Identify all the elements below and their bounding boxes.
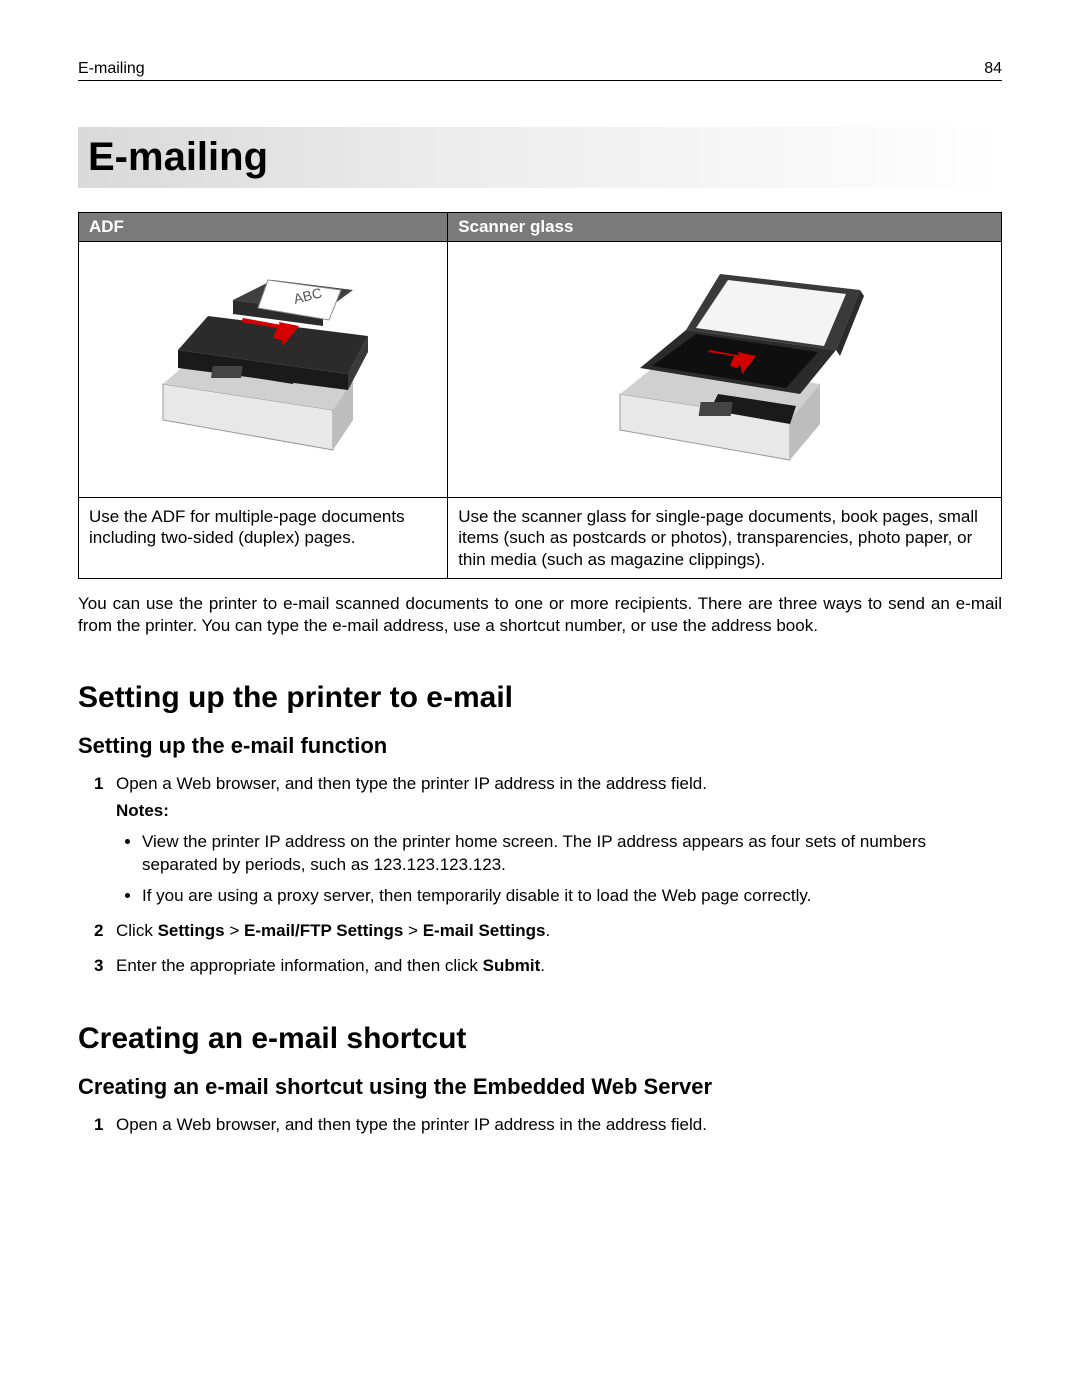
step-text-bold: E-mail/FTP Settings bbox=[244, 921, 403, 940]
subsection-setting-up-email-function: Setting up the e-mail function bbox=[78, 733, 1002, 759]
step-text-part: . bbox=[546, 921, 551, 940]
section-setting-up-printer: Setting up the printer to e-mail bbox=[78, 681, 1002, 715]
table-header-adf: ADF bbox=[79, 213, 448, 242]
running-header: E-mailing 84 bbox=[78, 60, 1002, 81]
step-text-bold: E-mail Settings bbox=[423, 921, 546, 940]
step-text: Open a Web browser, and then type the pr… bbox=[116, 1115, 707, 1134]
scanner-glass-illustration-cell bbox=[448, 242, 1002, 498]
step-text-part: Enter the appropriate information, and t… bbox=[116, 956, 483, 975]
step-item: Open a Web browser, and then type the pr… bbox=[94, 1114, 1002, 1137]
step-text-part: Click bbox=[116, 921, 158, 940]
scanner-glass-caption: Use the scanner glass for single-page do… bbox=[448, 498, 1002, 579]
step-text-part: > bbox=[225, 921, 244, 940]
printer-adf-icon: ABC bbox=[123, 250, 403, 480]
header-page-number: 84 bbox=[984, 60, 1002, 78]
step-text-part: . bbox=[540, 956, 545, 975]
notes-list: View the printer IP address on the print… bbox=[142, 831, 1002, 908]
section-creating-shortcut: Creating an e-mail shortcut bbox=[78, 1022, 1002, 1056]
chapter-title: E-mailing bbox=[78, 127, 1002, 188]
notes-label: Notes: bbox=[116, 800, 1002, 823]
steps-shortcut: Open a Web browser, and then type the pr… bbox=[94, 1114, 1002, 1137]
intro-paragraph: You can use the printer to e-mail scanne… bbox=[78, 593, 1002, 637]
adf-caption: Use the ADF for multiple-page documents … bbox=[79, 498, 448, 579]
scan-method-table: ADF Scanner glass bbox=[78, 212, 1002, 579]
step-item: Enter the appropriate information, and t… bbox=[94, 955, 1002, 978]
subsection-shortcut-web-server: Creating an e-mail shortcut using the Em… bbox=[78, 1074, 1002, 1100]
adf-illustration-cell: ABC bbox=[79, 242, 448, 498]
step-text: Open a Web browser, and then type the pr… bbox=[116, 774, 707, 793]
note-item: If you are using a proxy server, then te… bbox=[142, 885, 1002, 908]
step-text-bold: Submit bbox=[483, 956, 541, 975]
step-text-bold: Settings bbox=[158, 921, 225, 940]
step-item: Open a Web browser, and then type the pr… bbox=[94, 773, 1002, 908]
header-left: E-mailing bbox=[78, 60, 145, 78]
note-item: View the printer IP address on the print… bbox=[142, 831, 1002, 877]
table-header-scanner-glass: Scanner glass bbox=[448, 213, 1002, 242]
steps-email-function: Open a Web browser, and then type the pr… bbox=[94, 773, 1002, 978]
step-text-part: > bbox=[403, 921, 422, 940]
printer-scanner-glass-icon bbox=[560, 250, 890, 480]
step-item: Click Settings > E-mail/FTP Settings > E… bbox=[94, 920, 1002, 943]
